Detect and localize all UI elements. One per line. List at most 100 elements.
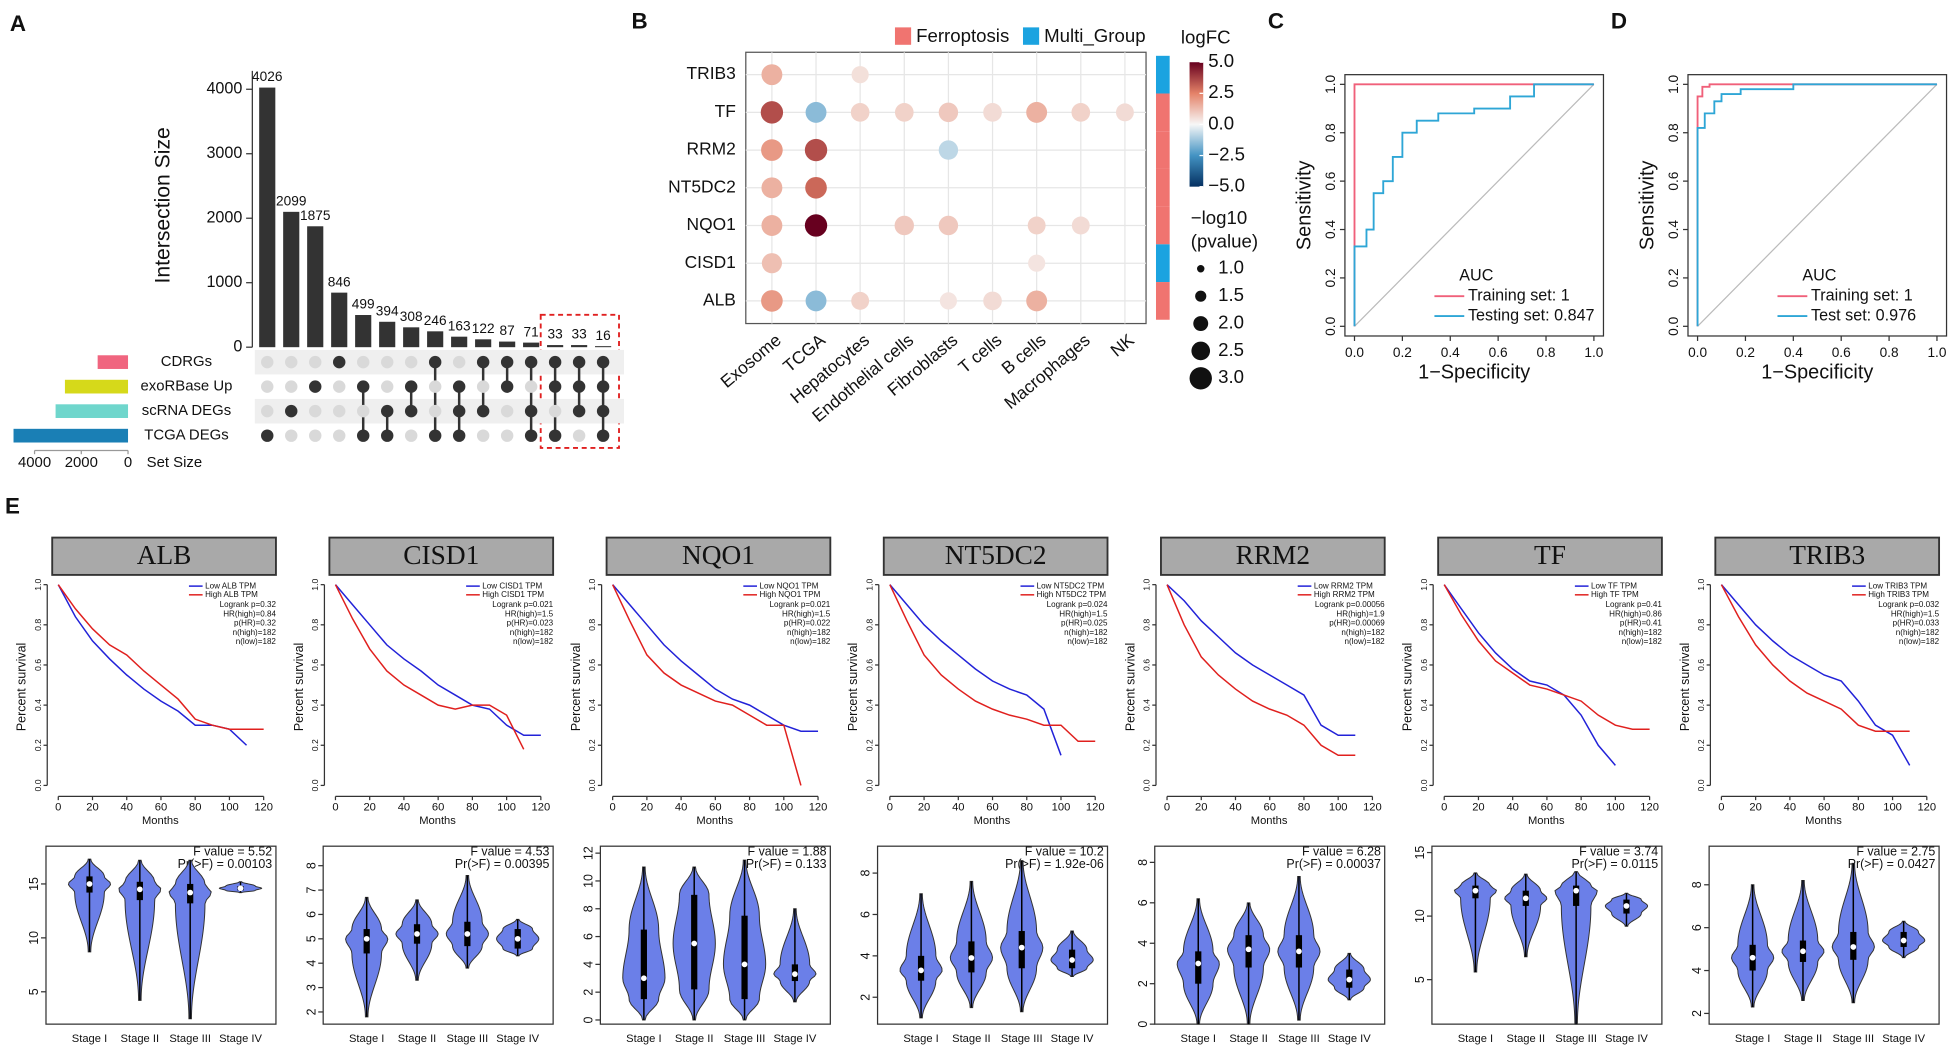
colorbar-tick-label: 0.0 — [1208, 112, 1234, 133]
matrix-dot — [356, 355, 370, 369]
row-label: RRM2 — [687, 139, 736, 159]
y-tick-label: 1.0 — [587, 578, 597, 590]
x-tick-label: 0.8 — [1880, 345, 1899, 360]
y-axis-title: Sensitivity — [1636, 161, 1658, 251]
y-tick-label: 1.0 — [1142, 578, 1152, 590]
bubble — [1026, 290, 1048, 312]
legend-label: Low TRIB3 TPM — [1868, 581, 1927, 590]
median — [1522, 895, 1529, 902]
group-bar — [1155, 244, 1170, 283]
x-tick-label: Stage III — [1832, 1033, 1874, 1045]
panel-label: C — [1268, 8, 1284, 33]
legend-label: Low NQO1 TPM — [759, 581, 818, 590]
bar — [547, 345, 564, 348]
matrix-dot — [524, 429, 538, 442]
matrix-dot — [596, 355, 610, 369]
x-tick-label: 60 — [1264, 802, 1276, 814]
matrix-dot — [309, 429, 322, 442]
y-tick-label: 10 — [1413, 909, 1427, 923]
legend-title: AUC — [1459, 267, 1493, 285]
x-tick-label: 20 — [1749, 802, 1761, 814]
median — [641, 975, 647, 982]
survival-curve — [1166, 584, 1356, 757]
x-tick-label: 0 — [1718, 802, 1724, 814]
x-tick-label: 20 — [641, 802, 653, 814]
x-tick-label: 80 — [1575, 802, 1587, 814]
plot-frame — [45, 845, 277, 1025]
x-tick-label: 20 — [918, 802, 930, 814]
x-tick-label: 40 — [398, 802, 410, 814]
y-tick-label: 0.6 — [1696, 659, 1706, 671]
x-tick-label: Stage III — [447, 1033, 489, 1045]
bubble — [1026, 101, 1048, 123]
matrix-dot — [476, 380, 490, 393]
gene-title: TRIB3 — [1789, 540, 1865, 570]
matrix-dot — [572, 355, 586, 369]
reference-diagonal — [1354, 83, 1595, 327]
x-tick-label: 100 — [1883, 802, 1902, 814]
matrix-dot — [476, 404, 490, 418]
x-tick-label: 120 — [1363, 802, 1382, 814]
y-tick-label: 0.6 — [864, 659, 874, 671]
y-tick-label: 0.0 — [1666, 316, 1681, 335]
matrix-dot — [428, 429, 442, 442]
y-tick-label: 0.2 — [864, 739, 874, 751]
bubble — [851, 66, 869, 84]
y-tick-label: 6 — [1690, 924, 1704, 931]
matrix-dot — [500, 380, 514, 393]
stat-label: n(low)=182 — [1345, 637, 1386, 646]
matrix-dot — [572, 404, 586, 418]
x-tick-label: 100 — [497, 802, 516, 814]
matrix-dot — [309, 380, 322, 393]
x-tick-label: Stage I — [1181, 1033, 1216, 1045]
y-tick-label: 7 — [304, 887, 318, 894]
survival-curve — [889, 584, 1062, 756]
matrix-dot — [500, 355, 514, 369]
annotation: F value = 1.88 — [748, 845, 827, 859]
survival-curve — [1166, 584, 1356, 736]
bubble — [761, 177, 783, 199]
matrix-dot — [332, 380, 346, 393]
median — [1573, 887, 1579, 894]
x-tick-label: 0.0 — [1345, 345, 1364, 360]
bubble — [1071, 216, 1090, 235]
set-label: scRNA DEGs — [142, 402, 231, 419]
x-tick-label: Stage II — [398, 1033, 437, 1045]
x-tick-label: 60 — [1818, 802, 1830, 814]
bar-label: 122 — [472, 321, 495, 336]
annotation: Pr(>F) = 0.0115 — [1571, 857, 1658, 871]
x-tick-label: Stage IV — [1605, 1033, 1648, 1045]
x-axis-title: Months — [419, 815, 456, 827]
bar-label: 846 — [328, 274, 351, 289]
matrix-dot — [428, 380, 442, 393]
bubble — [805, 176, 827, 199]
survival-curve — [1720, 584, 1910, 732]
x-tick-label: 20 — [1195, 802, 1207, 814]
y-tick-label: 0.2 — [33, 739, 43, 751]
matrix-dot — [309, 355, 322, 369]
median — [1018, 944, 1025, 951]
stat-label: p(HR)=0.32 — [234, 619, 276, 628]
matrix-dot — [356, 429, 370, 442]
y-tick-label: 3000 — [206, 144, 242, 162]
x-tick-label: 40 — [1229, 802, 1241, 814]
annotation: Pr(>F) = 0.133 — [746, 857, 827, 871]
median — [237, 885, 244, 892]
bubble — [850, 103, 870, 122]
set-tick-label: 0 — [124, 454, 132, 471]
set-tick-label: 4000 — [18, 454, 51, 471]
y-tick-label: 4 — [1690, 967, 1704, 974]
stat-label: HR(high)=1.5 — [1891, 609, 1940, 618]
matrix-dot — [572, 429, 586, 442]
stat-label: n(low)=182 — [513, 637, 554, 646]
x-tick-label: Stage IV — [496, 1033, 539, 1045]
bar — [427, 331, 444, 348]
matrix-dot — [524, 404, 538, 418]
x-axis-title: 1−Specificity — [1761, 362, 1873, 384]
bubble — [1027, 216, 1046, 235]
annotation: Pr(>F) = 0.00103 — [178, 857, 273, 871]
x-tick-label: Stage IV — [1328, 1033, 1371, 1045]
colorbar-tick-label: −2.5 — [1208, 143, 1245, 164]
y-tick-label: 6 — [1136, 899, 1150, 906]
x-tick-label: 60 — [155, 802, 167, 814]
